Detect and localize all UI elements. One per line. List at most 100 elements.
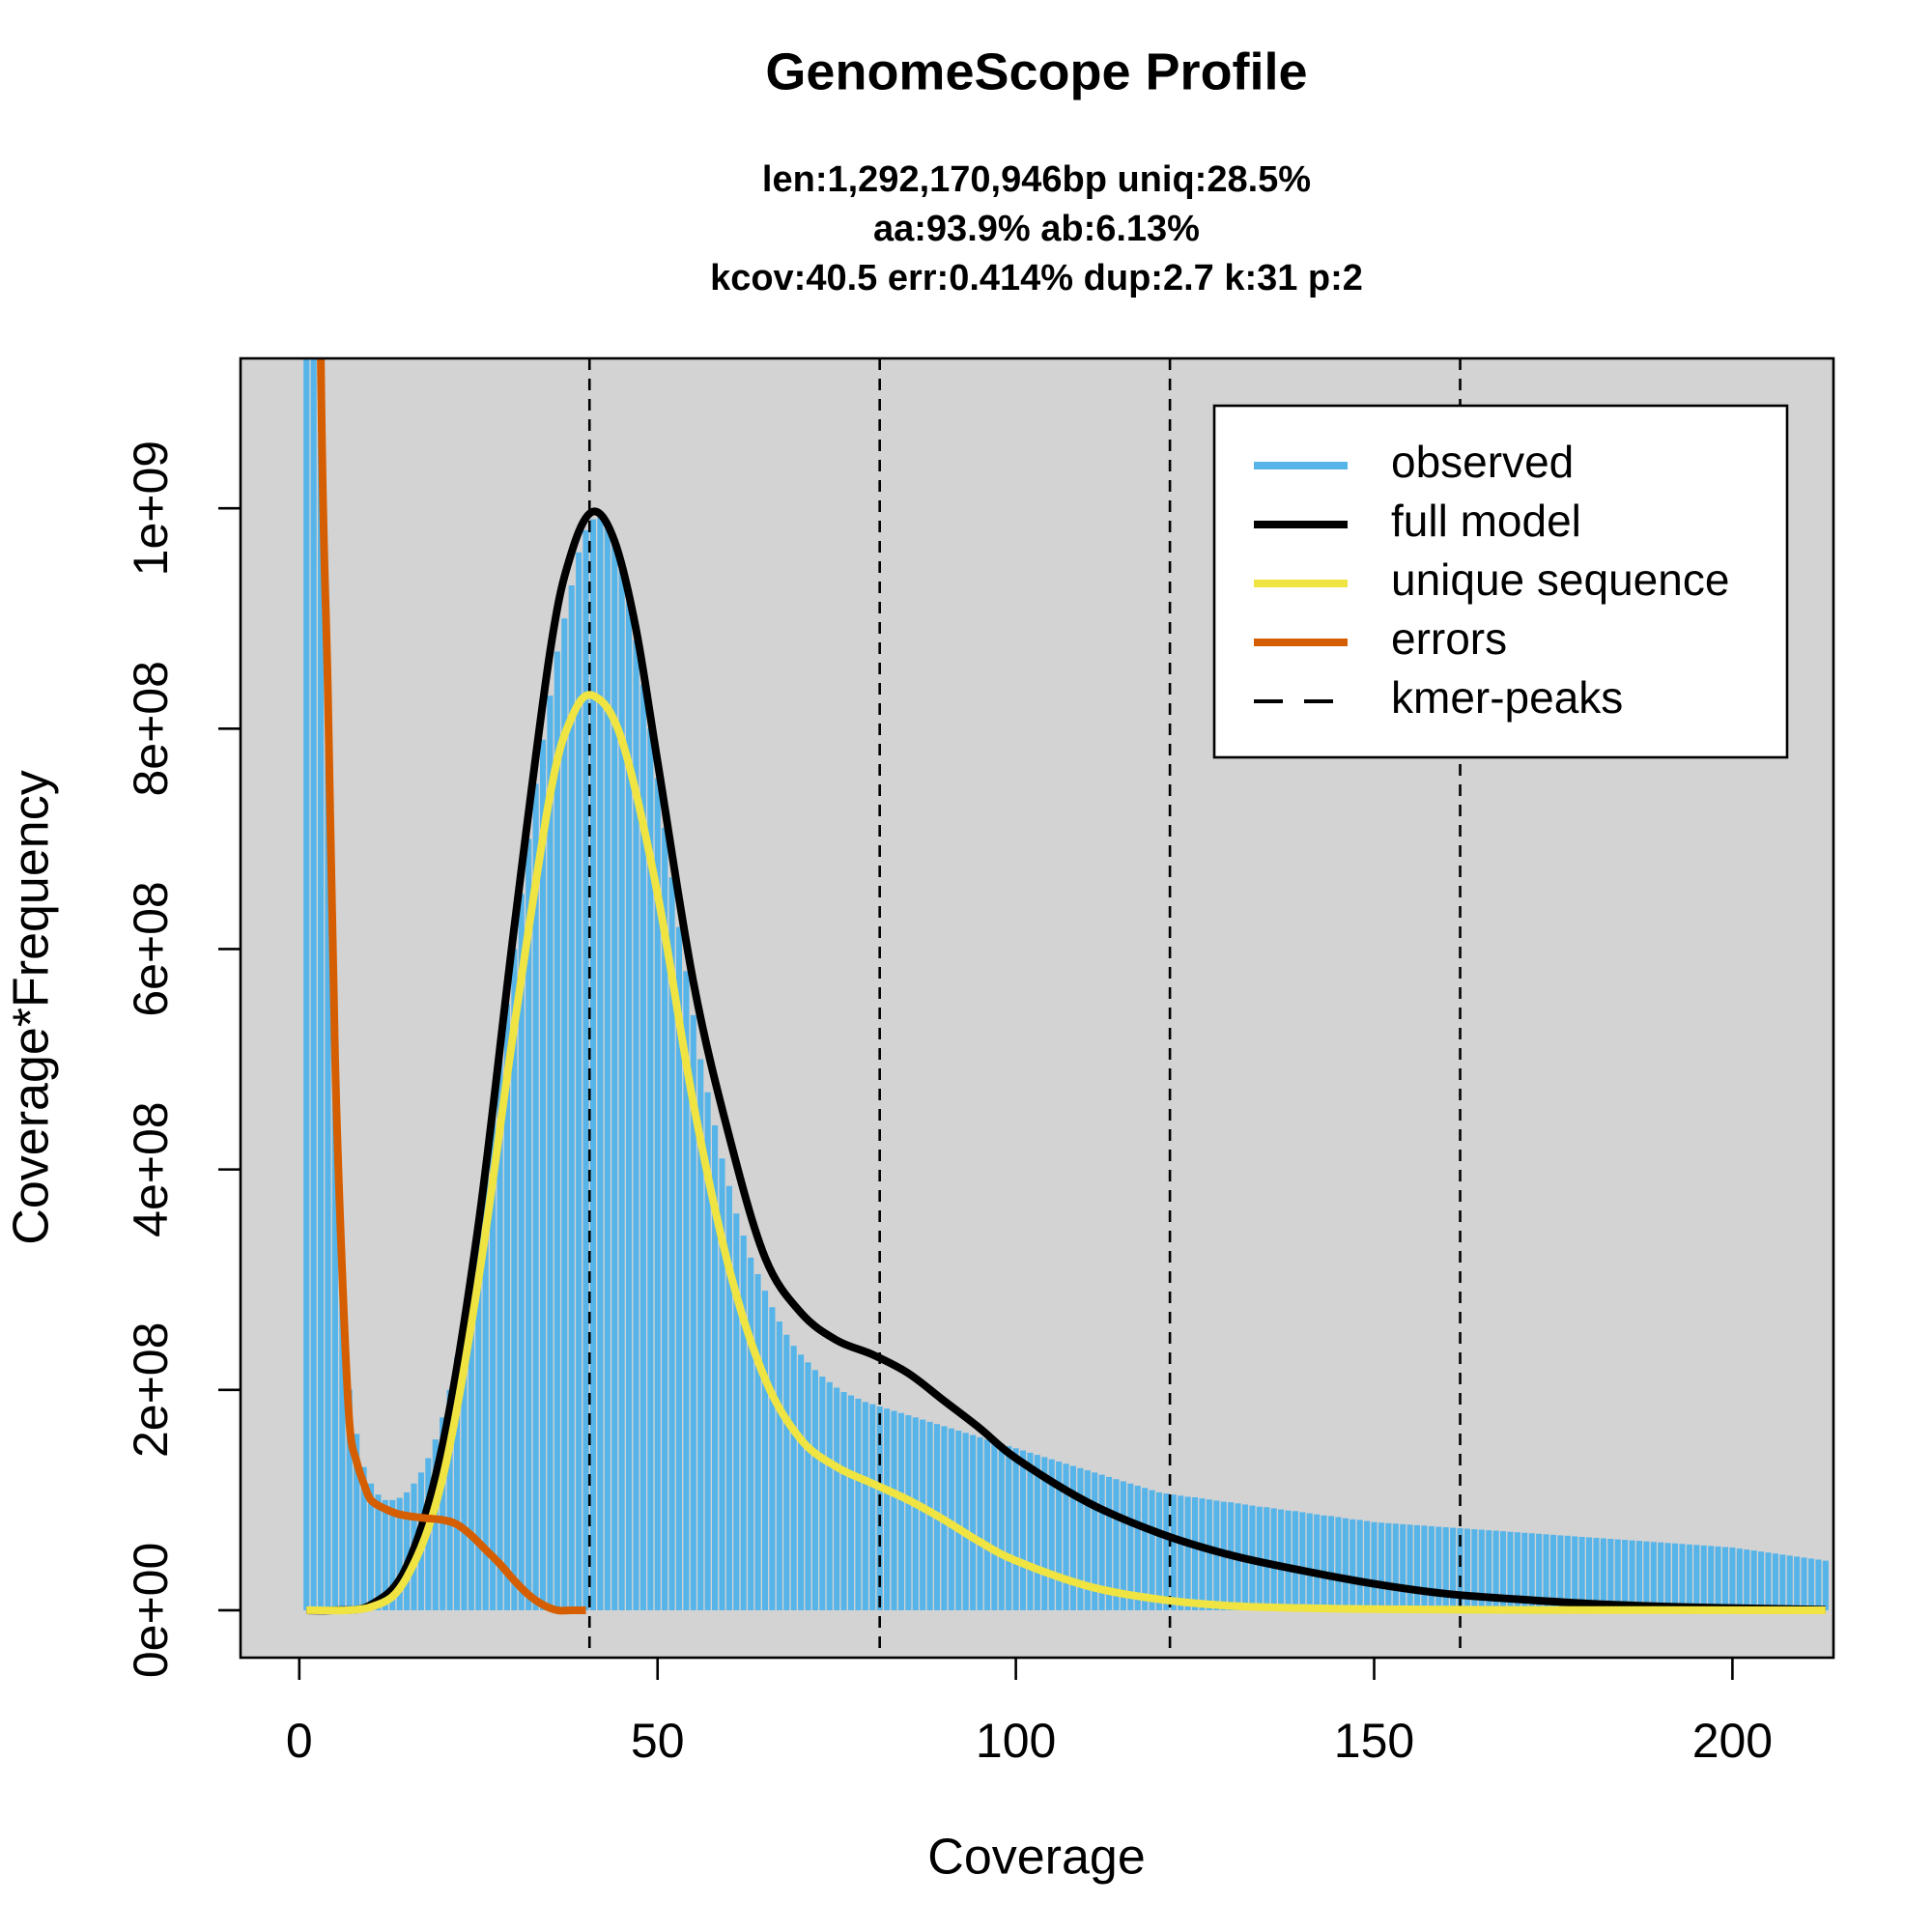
- bar: [310, 358, 317, 1610]
- bar: [1600, 1538, 1606, 1610]
- bar: [1184, 1496, 1191, 1610]
- bar: [1593, 1537, 1600, 1610]
- bar: [375, 1494, 382, 1610]
- bar: [633, 640, 639, 1610]
- bar: [568, 585, 575, 1610]
- bar: [626, 602, 633, 1610]
- bar: [840, 1392, 847, 1610]
- x-tick-label: 100: [976, 1714, 1056, 1768]
- bar: [1019, 1450, 1027, 1610]
- bar: [511, 949, 518, 1610]
- bar: [1736, 1548, 1743, 1610]
- bar: [1413, 1524, 1421, 1610]
- bar: [1142, 1488, 1149, 1610]
- subtitle: len:1,292,170,946bp uniq:28.5%: [762, 159, 1311, 200]
- bar: [719, 1158, 725, 1610]
- bar: [740, 1236, 747, 1610]
- bar: [503, 1004, 510, 1610]
- bar: [1048, 1459, 1055, 1610]
- bar: [1779, 1554, 1786, 1610]
- bar: [1744, 1549, 1750, 1610]
- bar: [725, 1185, 732, 1610]
- bar: [884, 1408, 891, 1610]
- chart-title: GenomeScope Profile: [765, 43, 1307, 100]
- bar: [847, 1395, 855, 1610]
- bar: [582, 529, 589, 1610]
- bar: [1536, 1533, 1543, 1610]
- bar: [1729, 1547, 1736, 1610]
- bar: [998, 1443, 1005, 1610]
- bar: [675, 926, 683, 1610]
- bar: [1306, 1513, 1313, 1610]
- bar: [1270, 1508, 1277, 1610]
- bar: [1178, 1495, 1184, 1610]
- bar: [1478, 1529, 1485, 1610]
- model-line: [306, 507, 1826, 1615]
- bar: [1278, 1509, 1285, 1610]
- bar: [1342, 1518, 1349, 1610]
- bar: [1543, 1534, 1549, 1610]
- legend-label: kmer-peaks: [1391, 672, 1623, 723]
- bar: [1400, 1523, 1406, 1610]
- bar: [1092, 1472, 1098, 1610]
- bar: [1356, 1520, 1363, 1610]
- bar: [826, 1381, 833, 1610]
- bar: [769, 1307, 776, 1610]
- bar: [453, 1356, 461, 1610]
- bar: [318, 398, 325, 1610]
- legend-label: full model: [1391, 496, 1581, 546]
- bar: [1428, 1525, 1435, 1610]
- bar: [790, 1346, 797, 1610]
- bar: [1113, 1479, 1120, 1610]
- y-axis-title: Coverage*Frequency: [4, 770, 60, 1244]
- bar: [1199, 1498, 1206, 1610]
- bar: [1149, 1490, 1155, 1610]
- bar: [475, 1230, 482, 1610]
- bar: [1549, 1534, 1557, 1610]
- bar: [1679, 1544, 1686, 1610]
- bar: [1321, 1515, 1327, 1610]
- bar: [446, 1389, 453, 1610]
- x-tick-label: 200: [1692, 1714, 1773, 1768]
- bar: [1077, 1467, 1084, 1610]
- bar: [1392, 1523, 1399, 1610]
- bar: [819, 1377, 826, 1610]
- bar: [1578, 1536, 1585, 1610]
- bar: [855, 1398, 862, 1610]
- bar: [869, 1404, 876, 1610]
- bar: [1406, 1524, 1413, 1610]
- bar: [690, 1014, 696, 1610]
- bar: [604, 525, 611, 1610]
- bar: [761, 1291, 769, 1610]
- bar: [597, 513, 604, 1610]
- bar: [1450, 1527, 1457, 1610]
- bar: [1069, 1465, 1077, 1610]
- bar: [1206, 1499, 1212, 1610]
- bar: [1693, 1545, 1700, 1610]
- bar: [526, 838, 532, 1610]
- bar: [1557, 1535, 1564, 1610]
- bar: [1371, 1521, 1378, 1610]
- bar: [647, 728, 654, 1610]
- bar: [1586, 1537, 1593, 1610]
- bar: [440, 1417, 446, 1610]
- bar: [1622, 1540, 1629, 1610]
- bar: [920, 1419, 926, 1610]
- bar: [1635, 1541, 1643, 1610]
- model-line: [317, 358, 586, 1615]
- bar: [354, 1434, 360, 1610]
- bar: [497, 1059, 503, 1610]
- bar: [547, 696, 554, 1610]
- bar: [834, 1387, 840, 1610]
- bar: [1794, 1556, 1801, 1610]
- bar: [432, 1439, 439, 1610]
- bar: [891, 1410, 897, 1610]
- bar: [1801, 1557, 1807, 1610]
- bar: [468, 1279, 474, 1610]
- plot-frame: [239, 356, 1835, 1660]
- bar: [1155, 1492, 1163, 1610]
- bar: [1314, 1514, 1321, 1610]
- bar: [1758, 1551, 1765, 1610]
- y-tick-label: 2e+08: [124, 1322, 178, 1458]
